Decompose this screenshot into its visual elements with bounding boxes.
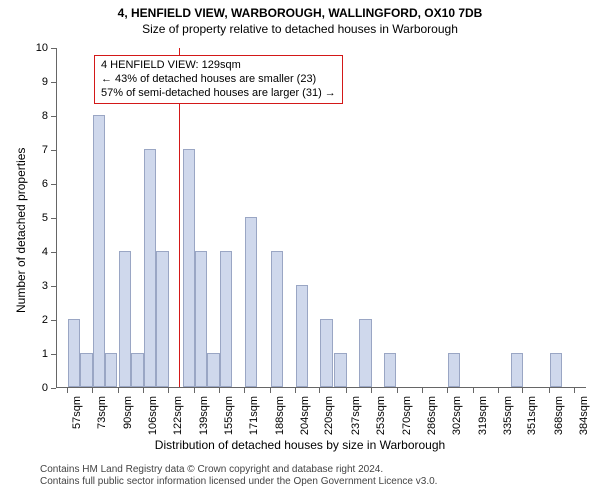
histogram-bar	[550, 353, 562, 387]
x-tick-mark	[92, 388, 93, 393]
histogram-bar	[296, 285, 308, 387]
x-tick-mark	[118, 388, 119, 393]
y-tick-mark	[51, 48, 56, 49]
y-tick-label: 6	[30, 178, 48, 190]
y-tick-label: 1	[30, 348, 48, 360]
histogram-bar	[334, 353, 346, 387]
x-tick-label: 188sqm	[274, 396, 286, 435]
x-tick-mark	[168, 388, 169, 393]
x-tick-mark	[219, 388, 220, 393]
x-tick-label: 384sqm	[578, 396, 590, 435]
x-tick-label: 171sqm	[248, 396, 260, 435]
x-tick-mark	[270, 388, 271, 393]
y-tick-label: 10	[30, 42, 48, 54]
annotation-box: 4 HENFIELD VIEW: 129sqm ← 43% of detache…	[94, 55, 343, 104]
y-tick-label: 5	[30, 212, 48, 224]
x-tick-label: 122sqm	[172, 396, 184, 435]
x-axis-label: Distribution of detached houses by size …	[0, 438, 600, 452]
y-tick-mark	[51, 82, 56, 83]
x-tick-label: 237sqm	[350, 396, 362, 435]
y-tick-mark	[51, 150, 56, 151]
chart-title-line1: 4, HENFIELD VIEW, WARBOROUGH, WALLINGFOR…	[0, 6, 600, 20]
x-tick-mark	[143, 388, 144, 393]
histogram-bar	[448, 353, 460, 387]
x-tick-label: 204sqm	[299, 396, 311, 435]
x-tick-label: 155sqm	[223, 396, 235, 435]
chart-container: 4, HENFIELD VIEW, WARBOROUGH, WALLINGFOR…	[0, 0, 600, 500]
histogram-bar	[220, 251, 232, 387]
x-tick-label: 270sqm	[401, 396, 413, 435]
x-tick-label: 286sqm	[426, 396, 438, 435]
footer-line-2: Contains full public sector information …	[40, 476, 437, 488]
y-tick-mark	[51, 218, 56, 219]
x-tick-label: 73sqm	[96, 396, 108, 429]
x-tick-mark	[194, 388, 195, 393]
y-tick-label: 2	[30, 314, 48, 326]
histogram-bar	[156, 251, 168, 387]
footer-line-1: Contains HM Land Registry data © Crown c…	[40, 464, 437, 476]
histogram-bar	[359, 319, 371, 387]
x-tick-mark	[67, 388, 68, 393]
y-tick-mark	[51, 286, 56, 287]
x-tick-mark	[346, 388, 347, 393]
x-tick-label: 302sqm	[451, 396, 463, 435]
x-tick-mark	[549, 388, 550, 393]
x-tick-mark	[397, 388, 398, 393]
y-tick-label: 9	[30, 76, 48, 88]
histogram-bar	[144, 149, 156, 387]
x-tick-mark	[422, 388, 423, 393]
histogram-bar	[320, 319, 332, 387]
y-tick-label: 8	[30, 110, 48, 122]
x-tick-mark	[498, 388, 499, 393]
y-tick-mark	[51, 320, 56, 321]
x-tick-mark	[319, 388, 320, 393]
footer-attribution: Contains HM Land Registry data © Crown c…	[40, 464, 437, 488]
histogram-bar	[105, 353, 117, 387]
x-tick-mark	[522, 388, 523, 393]
histogram-bar	[207, 353, 219, 387]
histogram-bar	[245, 217, 257, 387]
annotation-line-3: 57% of semi-detached houses are larger (…	[101, 87, 336, 101]
x-tick-mark	[295, 388, 296, 393]
x-tick-label: 351sqm	[526, 396, 538, 435]
y-tick-label: 3	[30, 280, 48, 292]
histogram-bar	[271, 251, 283, 387]
x-tick-label: 368sqm	[553, 396, 565, 435]
histogram-bar	[131, 353, 143, 387]
x-tick-mark	[574, 388, 575, 393]
x-tick-label: 335sqm	[502, 396, 514, 435]
x-tick-mark	[244, 388, 245, 393]
x-tick-label: 106sqm	[147, 396, 159, 435]
annotation-line-1: 4 HENFIELD VIEW: 129sqm	[101, 59, 336, 73]
x-tick-label: 90sqm	[122, 396, 134, 429]
y-tick-mark	[51, 116, 56, 117]
histogram-bar	[80, 353, 92, 387]
y-axis-label: Number of detached properties	[14, 148, 28, 313]
histogram-bar	[384, 353, 396, 387]
annotation-line-2: ← 43% of detached houses are smaller (23…	[101, 73, 336, 87]
x-tick-label: 220sqm	[323, 396, 335, 435]
histogram-bar	[183, 149, 195, 387]
y-tick-label: 0	[30, 382, 48, 394]
y-tick-label: 7	[30, 144, 48, 156]
x-tick-label: 57sqm	[71, 396, 83, 429]
y-tick-label: 4	[30, 246, 48, 258]
histogram-bar	[511, 353, 523, 387]
x-tick-label: 253sqm	[375, 396, 387, 435]
y-tick-mark	[51, 184, 56, 185]
x-tick-mark	[447, 388, 448, 393]
histogram-bar	[68, 319, 80, 387]
histogram-bar	[119, 251, 131, 387]
histogram-bar	[93, 115, 105, 387]
y-tick-mark	[51, 354, 56, 355]
chart-title-line2: Size of property relative to detached ho…	[0, 22, 600, 36]
y-tick-mark	[51, 252, 56, 253]
x-tick-mark	[473, 388, 474, 393]
y-tick-mark	[51, 388, 56, 389]
x-tick-label: 319sqm	[477, 396, 489, 435]
x-tick-mark	[371, 388, 372, 393]
histogram-bar	[195, 251, 207, 387]
x-tick-label: 139sqm	[198, 396, 210, 435]
